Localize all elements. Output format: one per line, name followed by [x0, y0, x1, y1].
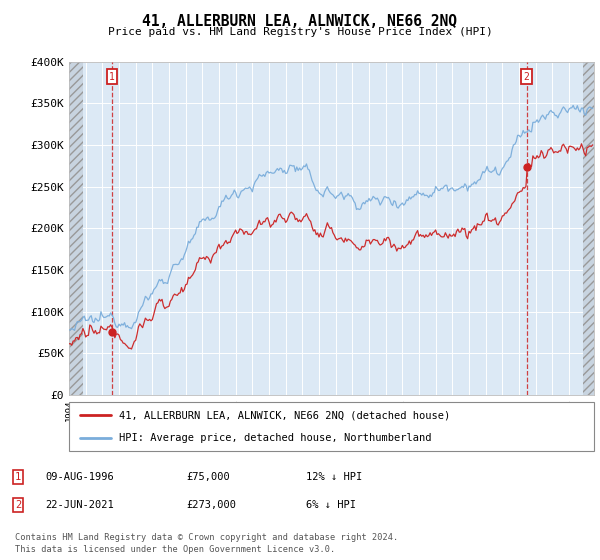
Text: HPI: Average price, detached house, Northumberland: HPI: Average price, detached house, Nort… — [119, 433, 431, 444]
Text: Price paid vs. HM Land Registry's House Price Index (HPI): Price paid vs. HM Land Registry's House … — [107, 27, 493, 37]
Text: 1: 1 — [109, 72, 115, 82]
Text: 2: 2 — [524, 72, 529, 82]
Bar — [69, 62, 83, 395]
Text: 6% ↓ HPI: 6% ↓ HPI — [306, 500, 356, 510]
Bar — [583, 62, 594, 395]
Text: 22-JUN-2021: 22-JUN-2021 — [45, 500, 114, 510]
Text: £273,000: £273,000 — [186, 500, 236, 510]
Text: 41, ALLERBURN LEA, ALNWICK, NE66 2NQ (detached house): 41, ALLERBURN LEA, ALNWICK, NE66 2NQ (de… — [119, 410, 450, 421]
Text: 41, ALLERBURN LEA, ALNWICK, NE66 2NQ: 41, ALLERBURN LEA, ALNWICK, NE66 2NQ — [143, 14, 458, 29]
Text: Contains HM Land Registry data © Crown copyright and database right 2024.
This d: Contains HM Land Registry data © Crown c… — [15, 533, 398, 554]
Text: 12% ↓ HPI: 12% ↓ HPI — [306, 472, 362, 482]
FancyBboxPatch shape — [69, 402, 594, 451]
Text: 1: 1 — [15, 472, 21, 482]
Text: 2: 2 — [15, 500, 21, 510]
Text: £75,000: £75,000 — [186, 472, 230, 482]
Text: 09-AUG-1996: 09-AUG-1996 — [45, 472, 114, 482]
